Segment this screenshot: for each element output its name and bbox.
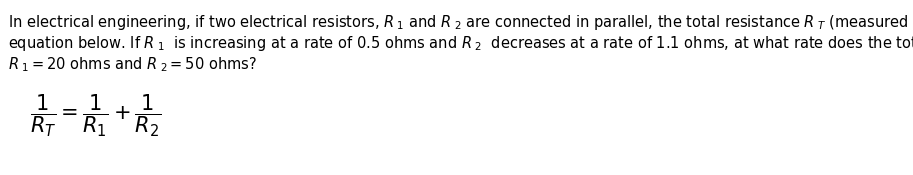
Text: $R_{\ 1}$$=20$ ohms and $R_{\ 2}$$=50$ ohms?: $R_{\ 1}$$=20$ ohms and $R_{\ 2}$$=50$ o… <box>8 55 257 74</box>
Text: In electrical engineering, if two electrical resistors, $R_{\ 1}$ and $R_{\ 2}$ : In electrical engineering, if two electr… <box>8 13 913 32</box>
Text: equation below. If $R_{\ 1}$  is increasing at a rate of 0.5 ohms and $R_{\ 2}$ : equation below. If $R_{\ 1}$ is increasi… <box>8 34 913 53</box>
Text: $\dfrac{1}{R_T} = \dfrac{1}{R_1} + \dfrac{1}{R_2}$: $\dfrac{1}{R_T} = \dfrac{1}{R_1} + \dfra… <box>30 93 162 139</box>
